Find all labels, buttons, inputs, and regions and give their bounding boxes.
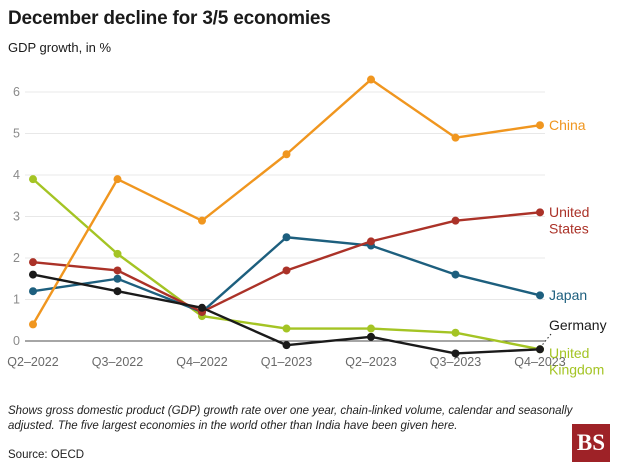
bs-logo-text: BS	[576, 430, 606, 455]
series-point-germany	[367, 332, 375, 341]
chart-subtitle: GDP growth, in %	[8, 40, 112, 55]
series-point-japan	[451, 270, 460, 279]
series-point-japan	[282, 233, 291, 242]
series-point-germany	[282, 341, 291, 350]
x-tick-label: Q2–2023	[345, 355, 396, 369]
series-label-china: China	[549, 117, 586, 133]
germany-callout-line	[541, 333, 552, 346]
series-point-united-kingdom	[113, 249, 122, 258]
series-point-united-states	[367, 237, 375, 246]
series-label-germany: Germany	[549, 317, 607, 333]
series-point-china	[113, 175, 122, 184]
series-point-germany	[113, 287, 122, 296]
y-tick-label: 2	[13, 251, 20, 265]
series-point-china	[536, 121, 544, 130]
page-title: December decline for 3/5 economies	[8, 8, 331, 29]
series-point-united-kingdom	[282, 324, 291, 333]
series-point-united-kingdom	[367, 324, 375, 333]
series-point-united-kingdom	[451, 328, 460, 337]
source-label: Source: OECD	[8, 448, 85, 461]
x-tick-label: Q2–2022	[7, 355, 58, 369]
series-point-united-kingdom	[29, 175, 37, 184]
bs-logo: BS	[572, 424, 610, 462]
series-line-japan	[31, 236, 542, 314]
chart-footnote: Shows gross domestic product (GDP) growt…	[8, 404, 573, 433]
y-tick-label: 1	[13, 293, 20, 307]
x-tick-label: Q3–2023	[430, 355, 481, 369]
series-point-china	[282, 150, 291, 159]
x-tick-label: Q3–2022	[92, 355, 143, 369]
y-tick-label: 4	[13, 168, 20, 182]
series-point-germany	[536, 345, 544, 354]
series-point-china	[451, 133, 460, 142]
series-line-united-kingdom	[31, 177, 542, 351]
series-label-united-kingdom: United Kingdom	[549, 345, 604, 378]
series-point-germany	[29, 270, 37, 279]
y-tick-label: 3	[13, 210, 20, 224]
y-tick-label: 6	[13, 85, 20, 99]
series-point-united-states	[29, 258, 37, 267]
series-point-china	[367, 75, 375, 84]
series-point-china	[29, 320, 37, 329]
x-tick-label: Q1–2023	[261, 355, 312, 369]
series-point-united-states	[282, 266, 291, 275]
series-point-china	[198, 216, 206, 225]
series-line-united-states	[31, 211, 542, 314]
series-point-japan	[536, 291, 544, 300]
series-point-japan	[29, 287, 37, 296]
y-tick-label: 0	[13, 334, 20, 348]
gdp-line-chart: 0 1 2 3 4 5 6 Q2–2022 Q3–2022 Q4–2022 Q1–2023 Q2–20…	[7, 75, 607, 378]
x-tick-label: Q4–2022	[176, 355, 227, 369]
x-tick-label: Q4–2023	[514, 355, 565, 369]
series-point-japan	[113, 274, 122, 283]
series-point-united-states	[113, 266, 122, 275]
series-line-china	[31, 78, 542, 326]
series-point-united-states	[536, 208, 544, 217]
series-point-germany	[198, 303, 206, 312]
series-point-germany	[451, 349, 460, 358]
y-tick-label: 5	[13, 127, 20, 141]
series-point-united-states	[451, 216, 460, 225]
series-label-united-states: United States	[549, 204, 589, 237]
series-label-japan: Japan	[549, 287, 587, 303]
